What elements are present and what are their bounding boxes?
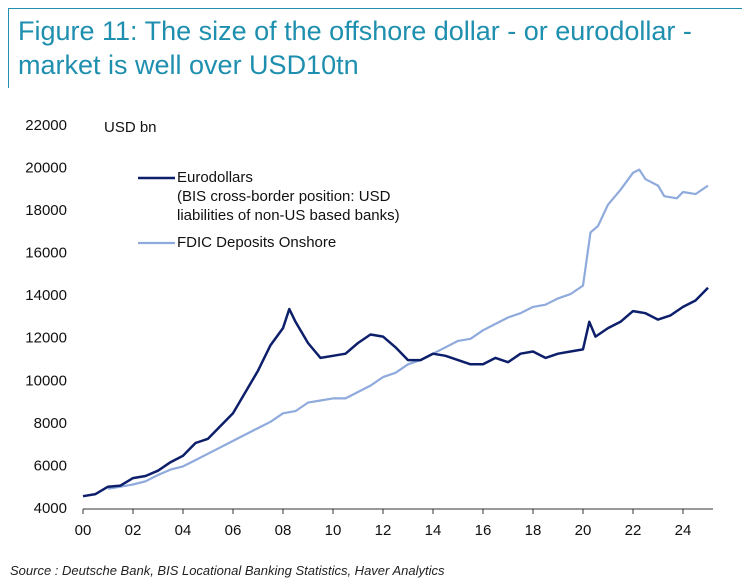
y-tick-label: 10000 <box>25 372 67 389</box>
series-line <box>82 286 709 498</box>
x-tick-label: 06 <box>225 522 242 539</box>
x-tick-label: 02 <box>125 522 142 539</box>
x-tick-label: 14 <box>425 522 442 539</box>
x-tick-label: 10 <box>325 522 342 539</box>
y-tick-label: 8000 <box>34 415 67 432</box>
y-tick-label: 14000 <box>25 287 67 304</box>
legend-label: FDIC Deposits Onshore <box>177 234 336 251</box>
legend-label: Eurodollars <box>177 169 253 186</box>
source-note: Source : Deutsche Bank, BIS Locational B… <box>10 563 445 578</box>
y-tick-label: 20000 <box>25 160 67 177</box>
x-tick-label: 00 <box>75 522 92 539</box>
frame <box>8 8 9 88</box>
x-tick-label: 22 <box>625 522 642 539</box>
legend-note: liabilities of non-US based banks) <box>177 207 400 224</box>
x-tick-label: 16 <box>475 522 492 539</box>
y-tick-label: 12000 <box>25 330 67 347</box>
chart-title: Figure 11: The size of the offshore doll… <box>18 16 692 80</box>
y-tick-label: 6000 <box>34 457 67 474</box>
y-axis-label: USD bn <box>104 119 157 136</box>
legend-note: (BIS cross-border position: USD <box>177 188 391 205</box>
x-tick-label: 20 <box>575 522 592 539</box>
frame <box>8 8 742 9</box>
y-tick-label: 22000 <box>25 117 67 134</box>
y-tick-label: 18000 <box>25 202 67 219</box>
x-tick-label: 18 <box>525 522 542 539</box>
x-tick-label: 24 <box>675 522 692 539</box>
x-tick-label: 04 <box>175 522 192 539</box>
y-tick-label: 4000 <box>34 500 67 517</box>
y-tick-label: 16000 <box>25 245 67 262</box>
x-tick-label: 12 <box>375 522 392 539</box>
x-tick-label: 08 <box>275 522 292 539</box>
